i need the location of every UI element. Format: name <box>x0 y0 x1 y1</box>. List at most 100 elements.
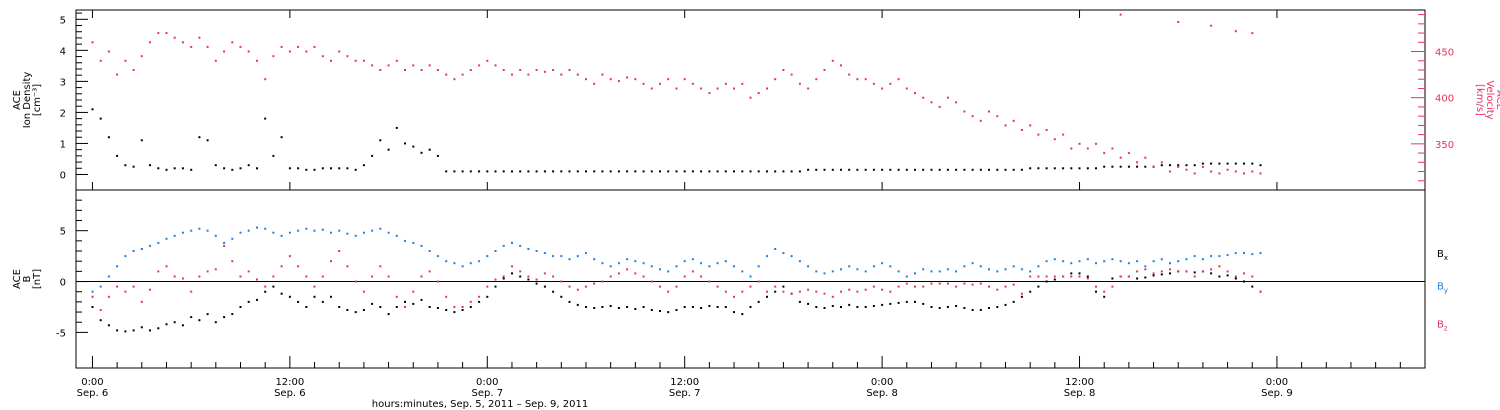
bx-point <box>330 295 332 298</box>
bz-point <box>107 295 110 298</box>
bx-point <box>1243 280 1245 283</box>
bx-point <box>543 285 546 288</box>
density-point <box>371 154 374 157</box>
bx-point <box>469 306 472 308</box>
by-point <box>741 270 744 273</box>
velocity-point <box>741 82 744 85</box>
density-point <box>461 170 464 173</box>
bz-point <box>379 265 382 268</box>
bx-point <box>585 306 587 308</box>
bz-point <box>946 282 949 285</box>
y-right-tick-label: 450 <box>1435 48 1454 59</box>
by-point <box>478 260 481 263</box>
velocity-point <box>971 115 974 118</box>
bz-point <box>634 272 637 275</box>
bz-point <box>272 275 275 278</box>
density-point <box>1251 162 1254 165</box>
bx-point <box>494 285 497 288</box>
y-tick-label: 5 <box>60 15 66 26</box>
density-point <box>601 170 604 173</box>
bz-point <box>1243 272 1245 275</box>
bz-point <box>955 285 958 288</box>
bx-point <box>757 300 760 303</box>
bz-point <box>1095 285 1097 288</box>
density-point <box>330 167 332 170</box>
bx-point <box>1251 285 1254 288</box>
by-point <box>280 234 283 237</box>
bx-point <box>979 309 982 311</box>
by-point <box>157 241 160 244</box>
bx-point <box>527 278 530 281</box>
density-point <box>362 164 365 167</box>
velocity-point <box>593 82 596 85</box>
bx-point <box>1012 300 1015 303</box>
x-tick-label-time: 12:00 <box>275 377 304 388</box>
velocity-point <box>338 50 341 53</box>
by-point <box>511 241 513 244</box>
bz-point <box>585 285 587 288</box>
bx-point <box>132 329 135 332</box>
bx-point <box>280 292 283 295</box>
density-point <box>757 170 760 173</box>
by-point <box>807 265 810 268</box>
velocity-point <box>675 87 678 90</box>
density-point <box>1086 167 1089 170</box>
velocity-point <box>1234 30 1237 33</box>
bx-point <box>1086 275 1089 278</box>
by-point <box>99 285 102 288</box>
y-right-tick-label: 350 <box>1435 140 1454 151</box>
bx-point <box>848 303 851 306</box>
density-point <box>938 168 941 171</box>
velocity-point <box>905 87 908 90</box>
velocity-point <box>659 82 661 85</box>
density-point <box>1078 167 1081 170</box>
bz-point <box>831 295 834 298</box>
bz-point <box>979 282 982 285</box>
bz-point <box>190 290 193 293</box>
bx-point <box>774 290 777 293</box>
velocity-point <box>1251 170 1254 173</box>
by-point <box>288 231 291 234</box>
bx-point <box>231 313 234 316</box>
x-tick-label-time: 0:00 <box>81 377 103 388</box>
x-tick-label-date: Sep. 7 <box>669 388 701 399</box>
density-point <box>149 164 151 167</box>
velocity-point <box>124 59 127 62</box>
density-point <box>930 168 933 171</box>
by-point <box>560 255 563 258</box>
bz-point <box>1020 292 1023 295</box>
bz-point <box>1218 265 1221 268</box>
velocity-point <box>354 59 357 62</box>
density-point <box>223 167 226 170</box>
bz-point <box>404 306 406 308</box>
bx-point <box>1152 274 1155 277</box>
bz-point <box>305 275 308 278</box>
by-point <box>609 265 612 268</box>
bx-series <box>91 270 1262 333</box>
bx-point <box>914 300 916 303</box>
velocity-point <box>1086 147 1089 150</box>
density-point <box>823 168 826 171</box>
density-point <box>955 168 958 171</box>
by-point <box>132 250 135 252</box>
by-point <box>107 275 110 278</box>
bz-point <box>527 275 530 278</box>
density-point <box>905 168 908 171</box>
bx-point <box>116 329 119 332</box>
density-point <box>585 170 587 173</box>
by-point <box>840 268 842 271</box>
velocity-point <box>1111 147 1114 150</box>
velocity-point <box>1169 170 1171 173</box>
density-point <box>445 170 448 173</box>
density-point <box>856 168 859 171</box>
by-point <box>930 270 933 273</box>
density-point <box>560 170 563 173</box>
bz-point <box>856 290 859 293</box>
density-point <box>494 170 497 173</box>
by-point <box>354 234 357 237</box>
bx-point <box>124 330 127 333</box>
by-point <box>650 265 653 268</box>
by-point <box>749 275 752 278</box>
bz-point <box>617 272 620 275</box>
